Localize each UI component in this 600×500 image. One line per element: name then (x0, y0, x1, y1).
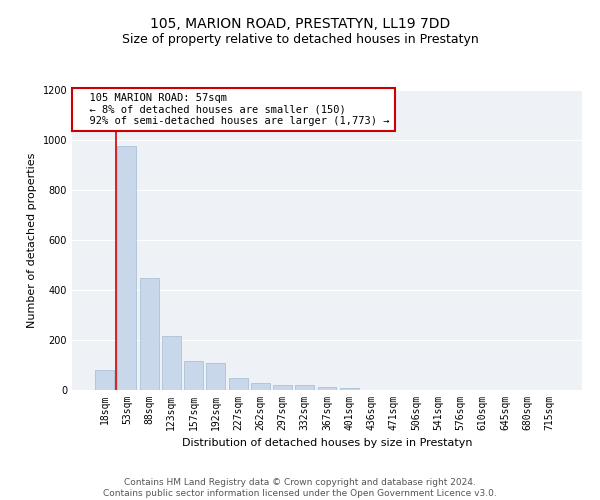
Bar (184, 361, 203, 390)
Bar (162, 336, 181, 390)
Bar (273, 384, 292, 390)
Y-axis label: Number of detached properties: Number of detached properties (27, 152, 37, 328)
Text: Size of property relative to detached houses in Prestatyn: Size of property relative to detached ho… (122, 32, 478, 46)
Bar (95, 370, 114, 390)
Bar (118, 146, 136, 390)
Text: Contains HM Land Registry data © Crown copyright and database right 2024.
Contai: Contains HM Land Registry data © Crown c… (103, 478, 497, 498)
Bar (295, 385, 314, 390)
Bar (251, 383, 270, 390)
Bar (229, 378, 248, 390)
Text: 105, MARION ROAD, PRESTATYN, LL19 7DD: 105, MARION ROAD, PRESTATYN, LL19 7DD (150, 18, 450, 32)
Bar (317, 386, 337, 390)
X-axis label: Distribution of detached houses by size in Prestatyn: Distribution of detached houses by size … (182, 438, 472, 448)
Bar (340, 388, 359, 390)
Bar (140, 278, 158, 390)
Bar (206, 362, 225, 390)
Text: 105 MARION ROAD: 57sqm
  ← 8% of detached houses are smaller (150)
  92% of semi: 105 MARION ROAD: 57sqm ← 8% of detached … (77, 93, 389, 126)
